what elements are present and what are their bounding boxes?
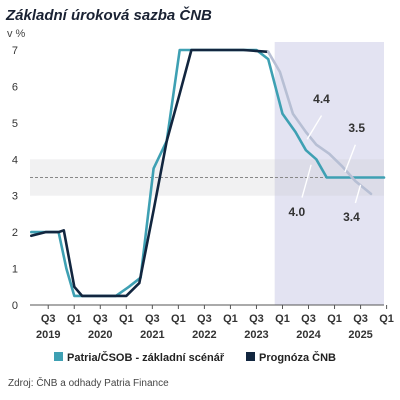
annotation-label: 4.4	[313, 92, 330, 106]
x-tick-quarter: Q3	[197, 313, 212, 325]
series-line-2	[266, 50, 373, 196]
y-tick-label: 7	[12, 45, 18, 57]
legend-swatch-1	[246, 352, 255, 361]
x-tick-year: 2019	[36, 329, 60, 341]
annotation-label: 4.0	[288, 205, 305, 219]
annotation-leader	[301, 164, 312, 198]
unit-label: v %	[7, 28, 26, 40]
x-tick-year: 2022	[192, 329, 216, 341]
forecast-region	[274, 42, 384, 305]
y-tick-label: 4	[12, 154, 18, 166]
x-tick-quarter: Q3	[145, 313, 160, 325]
legend-label-0: Patria/ČSOB - základní scénář	[67, 351, 225, 364]
x-tick-quarter: Q1	[223, 313, 238, 325]
y-tick-label: 0	[12, 300, 18, 312]
x-tick-quarter: Q3	[249, 313, 264, 325]
legend-label-1: Prognóza ČNB	[259, 351, 336, 364]
x-tick-year: 2021	[140, 329, 164, 341]
x-tick-year: 2023	[244, 329, 268, 341]
chart-title: Základní úroková sazba ČNB	[5, 6, 212, 24]
x-tick-quarter: Q1	[275, 313, 290, 325]
x-tick-quarter: Q3	[301, 313, 316, 325]
y-tick-label: 6	[12, 81, 18, 93]
x-tick-quarter: Q1	[67, 313, 82, 325]
x-tick-quarter: Q1	[119, 313, 134, 325]
annotation-label: 3.5	[348, 121, 365, 135]
legend-swatch-0	[54, 352, 63, 361]
source-note: Zdroj: ČNB a odhady Patria Finance	[8, 376, 169, 389]
y-tick-label: 2	[12, 227, 18, 239]
x-tick-year: 2025	[348, 329, 372, 341]
annotation-leader	[306, 115, 323, 140]
y-tick-label: 5	[12, 118, 18, 130]
x-tick-quarter: Q3	[93, 313, 108, 325]
x-tick-quarter: Q3	[41, 313, 56, 325]
x-tick-quarter: Q1	[379, 313, 394, 325]
x-tick-year: 2020	[88, 329, 112, 341]
annotation-label: 3.4	[343, 210, 360, 224]
x-tick-quarter: Q1	[327, 313, 342, 325]
y-tick-label: 3	[12, 191, 18, 203]
series-line-0	[30, 48, 386, 298]
x-tick-quarter: Q3	[353, 313, 368, 325]
y-tick-label: 1	[12, 264, 18, 276]
series-line-1	[30, 48, 270, 298]
x-tick-year: 2024	[296, 329, 321, 341]
annotation-leader	[344, 144, 357, 173]
annotation-leader	[354, 184, 362, 204]
x-tick-quarter: Q1	[171, 313, 186, 325]
